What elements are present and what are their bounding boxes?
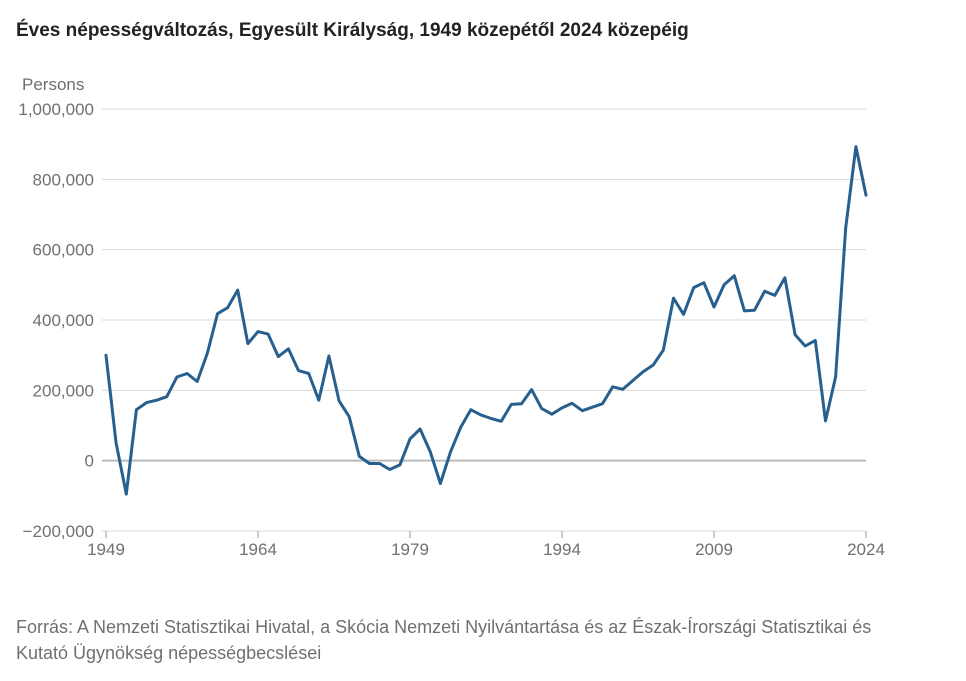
y-tick-label: 600,000 [33,241,94,260]
data-point [246,342,249,345]
data-point [672,297,675,300]
data-point [317,399,320,402]
x-tick-label: 1964 [239,540,277,559]
data-point [338,399,341,402]
data-point [429,450,432,453]
data-point [388,468,391,471]
data-point [257,330,260,333]
y-axis-tick-labels: −200,000 0 200,000 400,000 600,000 800,000 1,0… [18,100,94,541]
data-point [125,493,128,496]
data-point [642,370,645,373]
data-point [520,402,523,405]
data-point [540,407,543,410]
data-point [479,413,482,416]
x-tick-label: 1979 [391,540,429,559]
data-point [267,333,270,336]
data-point [682,313,685,316]
data-point [155,399,158,402]
y-tick-label: 800,000 [33,170,94,189]
x-tick-label: 2009 [695,540,733,559]
data-point [196,380,199,383]
data-point [135,408,138,411]
data-point [652,364,655,367]
data-point [571,402,574,405]
data-point [723,283,726,286]
data-point [105,354,108,357]
data-point [773,294,776,297]
data-series [104,145,868,496]
data-point [844,226,847,229]
data-point [783,276,786,279]
y-tick-label: 400,000 [33,311,94,330]
data-point [348,415,351,418]
data-point [449,450,452,453]
chart-title: Éves népességváltozás, Egyesült Királysá… [16,20,689,41]
x-tick-label: 2024 [847,540,885,559]
data-point [327,354,330,357]
data-point [621,388,624,391]
data-point [439,482,442,485]
data-point [763,290,766,293]
data-point [854,145,857,148]
data-point [236,289,239,292]
y-tick-label: 1,000,000 [18,100,94,119]
data-point [115,442,118,445]
y-axis-label: Persons [22,75,84,94]
data-point [550,413,553,416]
data-point [297,369,300,372]
data-point [631,379,634,382]
data-point [358,455,361,458]
data-point [175,376,178,379]
data-point [287,347,290,350]
data-point [186,372,189,375]
data-point [409,437,412,440]
data-point [834,376,837,379]
series-line [104,145,868,496]
data-point [307,372,310,375]
data-point [601,402,604,405]
data-point [216,312,219,315]
y-tick-label: 200,000 [33,381,94,400]
data-point [692,286,695,289]
data-point [794,333,797,336]
data-point [561,406,564,409]
data-point [804,345,807,348]
x-axis: 1949 1964 1979 1994 2009 2024 [87,530,885,559]
data-point [368,462,371,465]
data-point [591,406,594,409]
y-tick-label: 0 [85,452,94,471]
data-point [277,355,280,358]
data-point [490,417,493,420]
data-point [743,309,746,312]
data-point [419,428,422,431]
line-chart: −200,000 0 200,000 400,000 600,000 800,000 1,0… [18,75,885,559]
data-point [662,349,665,352]
data-point [702,281,705,284]
data-point [530,388,533,391]
x-tick-label: 1994 [543,540,581,559]
data-point [824,419,827,422]
source-note: Forrás: A Nemzeti Statisztikai Hivatal, … [16,617,872,663]
data-point [226,306,229,309]
data-point [611,385,614,388]
data-point [145,401,148,404]
data-point [581,409,584,412]
y-tick-label: −200,000 [23,522,94,541]
data-point [733,274,736,277]
data-point [459,426,462,429]
data-point [165,395,168,398]
data-point [713,306,716,309]
data-point [206,352,209,355]
data-point [510,403,513,406]
data-point [378,462,381,465]
x-tick-label: 1949 [87,540,125,559]
data-point [753,309,756,312]
data-point [865,194,868,197]
data-point [814,339,817,342]
data-point [500,420,503,423]
data-point [398,463,401,466]
data-point [469,408,472,411]
